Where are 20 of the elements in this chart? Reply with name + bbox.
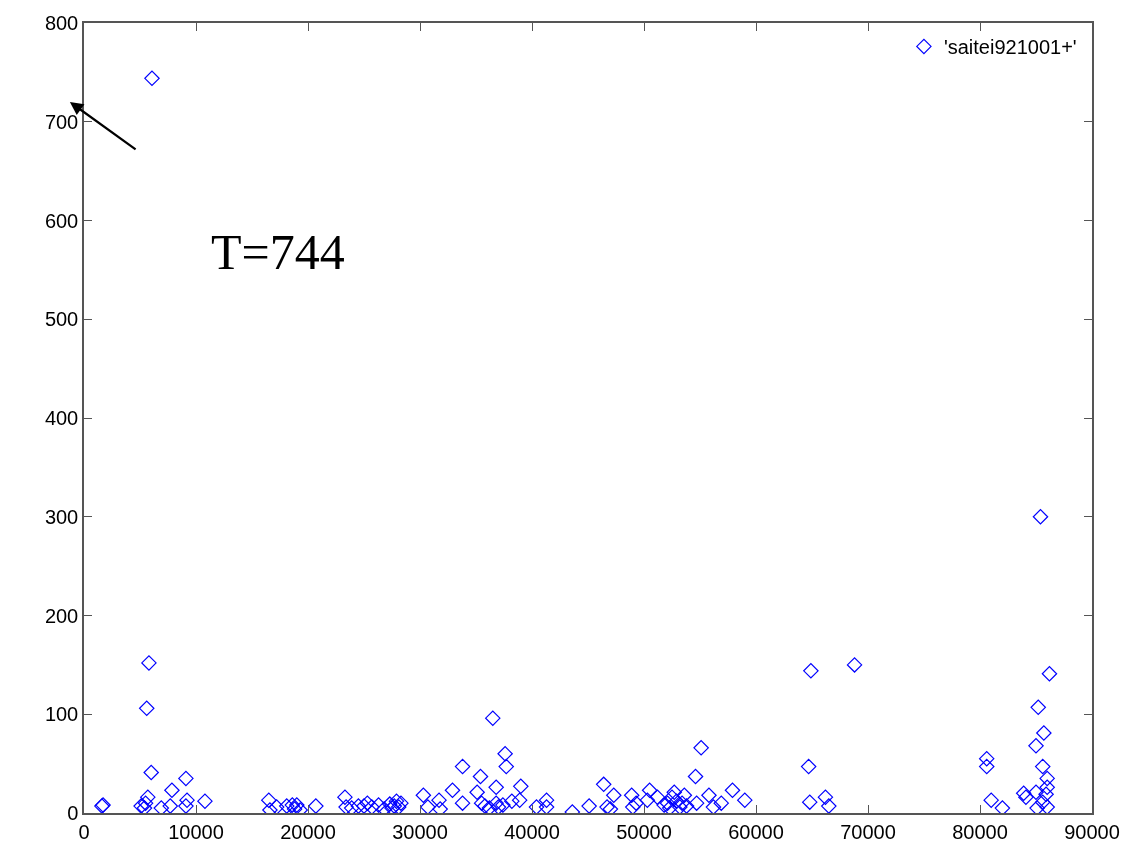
x-tick-label: 20000 [280,820,336,843]
x-tick-label: 60000 [728,820,784,843]
x-tick-label: 30000 [392,820,448,843]
y-tick-label: 300 [44,505,79,528]
y-tick-label: 800 [44,12,79,34]
x-tick-label: 80000 [952,820,1008,843]
y-tick-label: 600 [44,209,79,232]
y-tick-label: 100 [44,703,79,726]
y-tick-label: 500 [44,308,79,331]
y-tick-label: 700 [44,110,79,133]
x-tick-label: 70000 [840,820,896,843]
y-tick-label: 200 [44,604,79,627]
x-tick-label: 50000 [616,820,672,843]
x-tick-label: 90000 [1064,820,1120,843]
annotation: T=744 [211,224,345,280]
x-tick-label: 10000 [168,820,224,843]
y-tick-label: 400 [44,407,79,429]
legend-label: 'saitei921001+' [943,36,1077,59]
y-tick-label: 0 [67,802,79,824]
x-tick-label: 40000 [504,820,560,843]
